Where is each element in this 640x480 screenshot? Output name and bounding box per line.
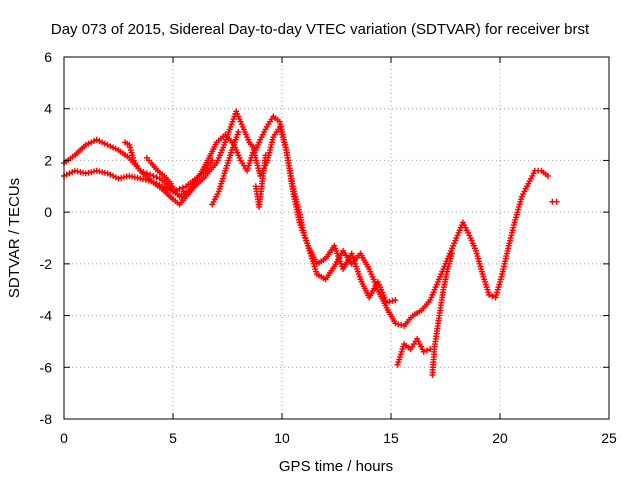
y-tick-label: -8 [40, 411, 53, 427]
data-point [180, 188, 187, 195]
data-point [96, 138, 103, 145]
data-point [153, 180, 160, 187]
plot-frame [63, 56, 610, 420]
y-tick-label: 0 [44, 204, 52, 220]
data-point [383, 299, 390, 306]
data-point [153, 174, 160, 181]
data-point [156, 181, 163, 188]
data-point [392, 297, 399, 304]
y-tick-label: 4 [44, 101, 52, 117]
y-tick-label: -6 [40, 359, 53, 375]
x-tick-label: 10 [274, 430, 290, 446]
x-tick-label: 20 [492, 430, 508, 446]
chart-title: Day 073 of 2015, Sidereal Day-to-day VTE… [51, 21, 590, 38]
data-point [85, 140, 92, 147]
data-point [90, 138, 97, 145]
data-point [101, 140, 108, 147]
data-point [112, 174, 119, 181]
data-point [235, 128, 242, 135]
data-point [159, 183, 166, 190]
data-point [137, 167, 144, 174]
data-point [140, 169, 147, 176]
y-tick-label: 2 [44, 152, 52, 168]
axis-ticks [63, 56, 610, 420]
data-point [104, 170, 111, 177]
data-point [147, 171, 154, 178]
data-point [112, 145, 119, 152]
y-tick-label: -4 [40, 308, 53, 324]
data-point [82, 141, 89, 148]
data-point [107, 171, 114, 178]
y-tick-label: 6 [44, 49, 52, 65]
data-point [386, 298, 393, 305]
grid-lines [64, 57, 609, 419]
data-point [179, 184, 186, 191]
data-point [489, 293, 496, 300]
data-point [93, 136, 100, 143]
data-point [148, 178, 155, 185]
data-points [61, 108, 560, 379]
data-point [395, 321, 402, 328]
data-point [150, 172, 157, 179]
y-axis-label: SDTVAR / TECUs [6, 178, 23, 298]
data-point [262, 152, 269, 159]
data-point [110, 144, 117, 151]
x-axis-label: GPS time / hours [279, 458, 393, 475]
data-point [209, 157, 216, 164]
x-tick-label: 0 [60, 430, 68, 446]
x-tick-label: 15 [383, 430, 399, 446]
data-point [486, 291, 493, 298]
data-point [392, 320, 399, 327]
y-tick-labels: -8 -6 -4 -2 0 2 4 6 [40, 49, 53, 427]
data-point [423, 347, 430, 354]
data-point [150, 179, 157, 186]
data-point [143, 170, 150, 177]
data-point [176, 185, 183, 192]
data-point [420, 348, 427, 355]
data-point [69, 169, 76, 176]
data-point [544, 172, 551, 179]
data-point [110, 172, 117, 179]
data-point [66, 170, 73, 177]
data-point [99, 139, 106, 146]
x-tick-label: 5 [169, 430, 177, 446]
data-point [107, 143, 114, 150]
data-point [449, 250, 456, 257]
data-point [104, 141, 111, 148]
data-point [398, 322, 405, 329]
y-tick-label: -2 [40, 256, 53, 272]
data-point [553, 198, 560, 205]
x-tick-label: 25 [601, 430, 617, 446]
data-point [389, 297, 396, 304]
data-point [63, 171, 70, 178]
x-tick-labels: 0 5 10 15 20 25 [60, 430, 617, 446]
data-point [88, 139, 95, 146]
